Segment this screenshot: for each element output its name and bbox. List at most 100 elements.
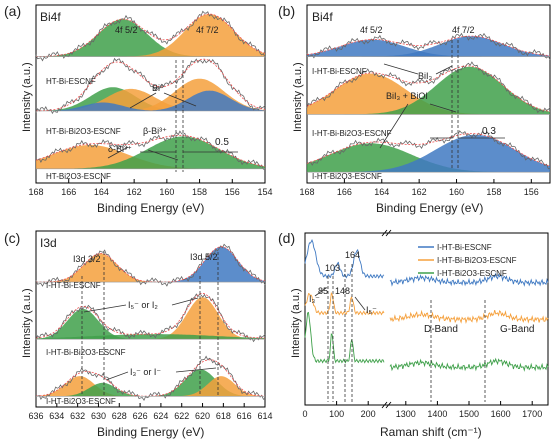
fit-trace-2-0 (36, 246, 266, 283)
raman-high-2 (389, 357, 549, 372)
raw-trace-0-0 (35, 10, 266, 62)
peak-2-1-0 (36, 308, 265, 340)
annotation-85: 85 (318, 286, 328, 296)
peak-1-0-1 (307, 36, 550, 57)
tick-label-0-2: 164 (94, 187, 109, 197)
panel-b-guides (379, 40, 505, 170)
legend: I-HT-Bi-ESCNF I-HT-Bi-Bi2O3-ESCNF I-HT-Bi2… (418, 243, 517, 278)
panel-b-letter: (b) (278, 3, 295, 19)
panel-a-frame (35, 4, 266, 184)
panel-b-frame (306, 4, 551, 184)
tick-label-2-11: 614 (257, 411, 272, 421)
panel-d-letter: (d) (278, 230, 295, 246)
panel-c-ticks: 636 634 632 630 628 626 624 622 620 618 616 614 (28, 403, 273, 421)
panel-c-frame (35, 230, 266, 408)
tick-label-d-2: 200 (361, 409, 376, 419)
raw-trace-0-1 (35, 57, 266, 115)
tick-label-d-4: 1400 (427, 409, 447, 419)
tick-label-d-5: 1500 (459, 409, 479, 419)
panel-c-letter: (c) (4, 230, 20, 246)
fit-trace-0-0 (36, 13, 266, 57)
annotation-164: 164 (345, 250, 360, 260)
trace-label-b-0: I-HT-Bi-ESCNF (312, 67, 367, 76)
fit-trace-1-2 (306, 133, 551, 167)
tick-label-2-6: 624 (153, 411, 168, 421)
peak-1-0-0 (307, 39, 550, 57)
peak-0-2-1 (36, 136, 265, 169)
peak-2-2-3 (36, 376, 265, 397)
panel-d-guides (314, 264, 486, 402)
annotation-i3d32: I3d 3/2 (73, 254, 101, 264)
peak-2-0-0 (36, 253, 265, 282)
tick-label-2-8: 620 (195, 411, 210, 421)
annotation-i3d52: I3d 5/2 (190, 252, 218, 262)
fit-trace-1-1 (306, 65, 551, 113)
panel-c-guides (81, 252, 219, 396)
panel-b: (b) Bi4f Intensity (a.u.) Binding Energy… (278, 3, 551, 215)
tick-label-2-9: 618 (216, 411, 231, 421)
fit-trace-1-0 (306, 35, 551, 56)
tick-label-0-3: 162 (127, 187, 142, 197)
panel-d-traces (304, 238, 549, 372)
tick-label-1-2: 164 (374, 187, 389, 197)
peak-0-1-3 (36, 90, 265, 111)
panel-b-ylabel: Intensity (a.u.) (292, 62, 304, 132)
annotation-delta-bi: δ-Bi³⁺ (108, 144, 132, 154)
peak-1-2-0 (307, 143, 550, 173)
annotation-4f72: 4f 7/2 (196, 25, 219, 35)
trace-label-c-2: I-HT-Bi2O3-ESCNF (46, 397, 116, 406)
annotation-shift-b: 0.3 (482, 126, 496, 137)
peak-2-2-1 (36, 382, 265, 397)
annotation-i3-i: I₃⁻ or I⁻ (130, 367, 161, 377)
panel-b-xlabel: Binding Energy (eV) (376, 201, 483, 215)
annotation-bii3: BiI₃ (418, 71, 433, 81)
trace-label-a-2: HT-Bi2O3-ESCNF (46, 172, 111, 181)
axis-break (381, 229, 392, 409)
trace-label-a-1: HT-Bi-Bi2O3-ESCNF (46, 127, 121, 136)
panel-a-traces (35, 10, 266, 170)
annotation-103: 103 (325, 263, 340, 273)
tick-label-0-7: 154 (257, 187, 272, 197)
annotation-i5-raman: I₅⁻ (366, 305, 377, 315)
panel-a-letter: (a) (4, 3, 21, 19)
tick-label-2-1: 634 (49, 411, 64, 421)
tick-label-d-3: 1300 (396, 409, 416, 419)
legend-label-1: I-HT-Bi-Bi2O3-ESCNF (437, 256, 517, 265)
tick-label-0-4: 160 (159, 187, 174, 197)
panel-c: (c) I3d Intensity (a.u.) Binding Energy … (4, 230, 273, 439)
raw-trace-1-1 (306, 61, 551, 114)
fit-trace-2-1 (35, 293, 266, 339)
peak-1-2-1 (307, 134, 550, 173)
annotation-4f52: 4f 5/2 (115, 25, 138, 35)
panel-d-frame (304, 232, 549, 406)
raw-trace-2-2 (35, 355, 266, 402)
panel-c-ylabel: Intensity (a.u.) (21, 288, 33, 358)
tick-label-1-1: 166 (337, 187, 352, 197)
annotation-i3-raman: I₃⁻ (309, 294, 320, 304)
panel-d-ylabel: Intensity (a.u.) (290, 288, 302, 358)
annotation-b-4f52: 4f 5/2 (360, 25, 383, 35)
raw-trace-0-2 (35, 130, 266, 170)
annotation-148: 148 (335, 286, 350, 296)
tick-label-1-4: 160 (449, 187, 464, 197)
raman-high-1 (389, 309, 549, 324)
raman-low-1 (304, 292, 385, 316)
tick-label-2-3: 630 (91, 411, 106, 421)
annotation-bii3-bioi: BiI₃ + BiOI (386, 91, 428, 101)
annotation-shift-a: 0.5 (215, 137, 229, 148)
legend-label-2: I-HT-Bi2O3-ESCNF (437, 269, 507, 278)
panel-d: (d) Intensity (a.u.) Raman shift (cm⁻¹) … (278, 229, 549, 439)
peak-0-2-0 (36, 145, 265, 169)
panel-b-traces (306, 32, 551, 173)
panel-c-element: I3d (40, 236, 57, 250)
panel-b-element: Bi4f (312, 10, 333, 24)
tick-label-d-0: 0 (302, 409, 307, 419)
tick-label-1-3: 162 (412, 187, 427, 197)
tick-label-2-10: 616 (237, 411, 252, 421)
trace-label-c-0: I-HT-Bi-ESCNF (46, 281, 101, 290)
panel-d-ticks: 0 100 200 1300 1400 1500 1600 1700 (302, 401, 542, 419)
tick-label-d-1: 100 (329, 409, 344, 419)
trace-label-b-2: I-HT-Bi2O3-ESCNF (312, 172, 382, 181)
raman-high-0 (389, 272, 549, 287)
